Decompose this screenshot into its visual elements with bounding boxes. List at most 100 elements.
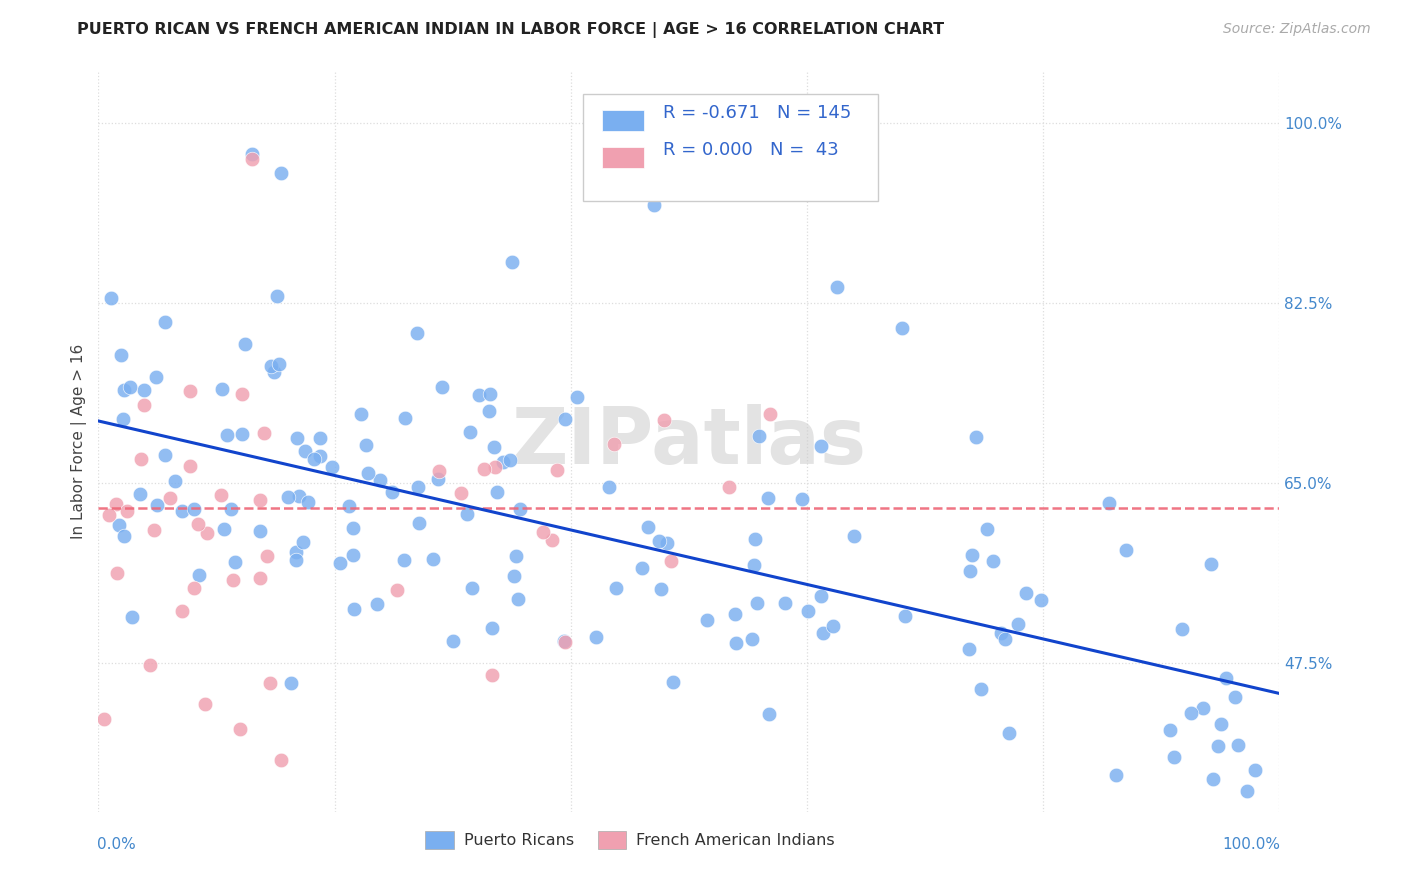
FancyBboxPatch shape <box>602 110 644 130</box>
Point <box>1007 617 1029 632</box>
Point <box>810 590 832 604</box>
Point <box>183 582 205 596</box>
Point <box>249 492 271 507</box>
Point <box>222 573 245 587</box>
Point <box>284 552 307 566</box>
Point <box>128 487 150 501</box>
Point <box>485 485 508 500</box>
Point <box>170 604 193 618</box>
Point <box>1029 593 1052 607</box>
Point <box>309 450 332 464</box>
Point <box>194 697 217 711</box>
Point <box>484 459 506 474</box>
Point <box>219 501 242 516</box>
Point <box>1227 738 1250 752</box>
Point <box>554 635 576 649</box>
Point <box>456 507 478 521</box>
Point <box>183 502 205 516</box>
Point <box>461 582 484 596</box>
Point <box>385 582 408 597</box>
Point <box>195 525 218 540</box>
Point <box>893 609 915 624</box>
Point <box>211 383 233 397</box>
Point <box>631 560 654 574</box>
Point <box>142 523 165 537</box>
Legend: Puerto Ricans, French American Indians: Puerto Ricans, French American Indians <box>419 824 841 855</box>
Point <box>129 451 152 466</box>
Point <box>285 431 308 445</box>
Point <box>696 614 718 628</box>
Point <box>450 485 472 500</box>
Point <box>970 682 993 697</box>
Point <box>427 464 450 478</box>
Point <box>394 410 416 425</box>
Point <box>1098 496 1121 510</box>
Point <box>342 520 364 534</box>
Point <box>481 621 503 635</box>
Point <box>1115 542 1137 557</box>
Point <box>648 533 671 548</box>
Point <box>337 499 360 513</box>
Point <box>107 517 129 532</box>
Point <box>104 497 127 511</box>
Point <box>759 407 782 421</box>
Point <box>277 491 299 505</box>
Point <box>813 625 835 640</box>
Point <box>270 753 292 767</box>
Text: 100.0%: 100.0% <box>1223 838 1281 853</box>
Point <box>187 568 209 582</box>
Text: PUERTO RICAN VS FRENCH AMERICAN INDIAN IN LABOR FORCE | AGE > 16 CORRELATION CHA: PUERTO RICAN VS FRENCH AMERICAN INDIAN I… <box>77 22 945 38</box>
Point <box>1223 690 1246 704</box>
Point <box>650 582 672 596</box>
Point <box>756 491 779 506</box>
Point <box>145 369 167 384</box>
Point <box>605 582 627 596</box>
Point <box>484 440 506 454</box>
Point <box>288 489 311 503</box>
Point <box>406 326 429 341</box>
Point <box>796 604 818 618</box>
Point <box>758 707 780 722</box>
Point <box>655 535 678 549</box>
Point <box>1236 784 1258 798</box>
Point <box>1015 585 1038 599</box>
Point <box>179 384 201 398</box>
Text: R = 0.000   N =  43: R = 0.000 N = 43 <box>664 141 839 159</box>
Point <box>256 549 278 563</box>
Point <box>499 453 522 467</box>
Point <box>292 535 315 549</box>
Point <box>741 632 763 647</box>
Point <box>115 504 138 518</box>
Point <box>266 289 288 303</box>
Point <box>718 479 741 493</box>
Point <box>503 569 526 583</box>
Point <box>368 473 391 487</box>
Point <box>959 564 981 578</box>
Point <box>1191 700 1213 714</box>
Point <box>603 437 626 451</box>
Point <box>976 522 998 536</box>
Point <box>506 592 529 607</box>
Point <box>139 658 162 673</box>
Point <box>263 365 285 379</box>
Point <box>748 428 770 442</box>
Point <box>280 676 302 690</box>
Point <box>960 549 983 563</box>
Point <box>342 601 364 615</box>
Point <box>155 316 177 330</box>
Point <box>159 491 181 505</box>
Point <box>472 462 495 476</box>
Point <box>270 166 292 180</box>
Point <box>825 280 848 294</box>
Text: R = -0.671   N = 145: R = -0.671 N = 145 <box>664 103 851 122</box>
Point <box>478 404 501 418</box>
Point <box>773 596 796 610</box>
Point <box>240 152 263 166</box>
Point <box>308 431 330 445</box>
Point <box>231 387 253 401</box>
Point <box>1201 558 1223 572</box>
Point <box>1105 768 1128 782</box>
Point <box>294 443 316 458</box>
Point <box>1163 750 1185 764</box>
Point <box>742 558 765 573</box>
